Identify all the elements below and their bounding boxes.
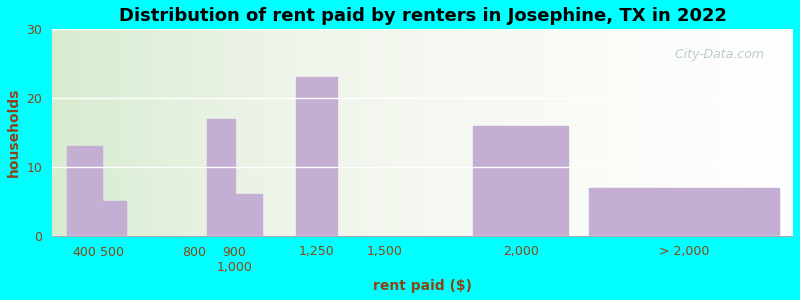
Bar bbox=[207, 119, 234, 236]
Bar bbox=[67, 146, 102, 236]
Title: Distribution of rent paid by renters in Josephine, TX in 2022: Distribution of rent paid by renters in … bbox=[118, 7, 726, 25]
Text: City-Data.com: City-Data.com bbox=[667, 48, 764, 61]
Bar bbox=[473, 126, 568, 236]
Bar bbox=[296, 77, 337, 236]
Bar bbox=[589, 188, 779, 236]
Bar bbox=[98, 201, 126, 236]
X-axis label: rent paid ($): rent paid ($) bbox=[373, 279, 472, 293]
Bar bbox=[234, 194, 262, 236]
Y-axis label: households: households bbox=[7, 88, 21, 177]
